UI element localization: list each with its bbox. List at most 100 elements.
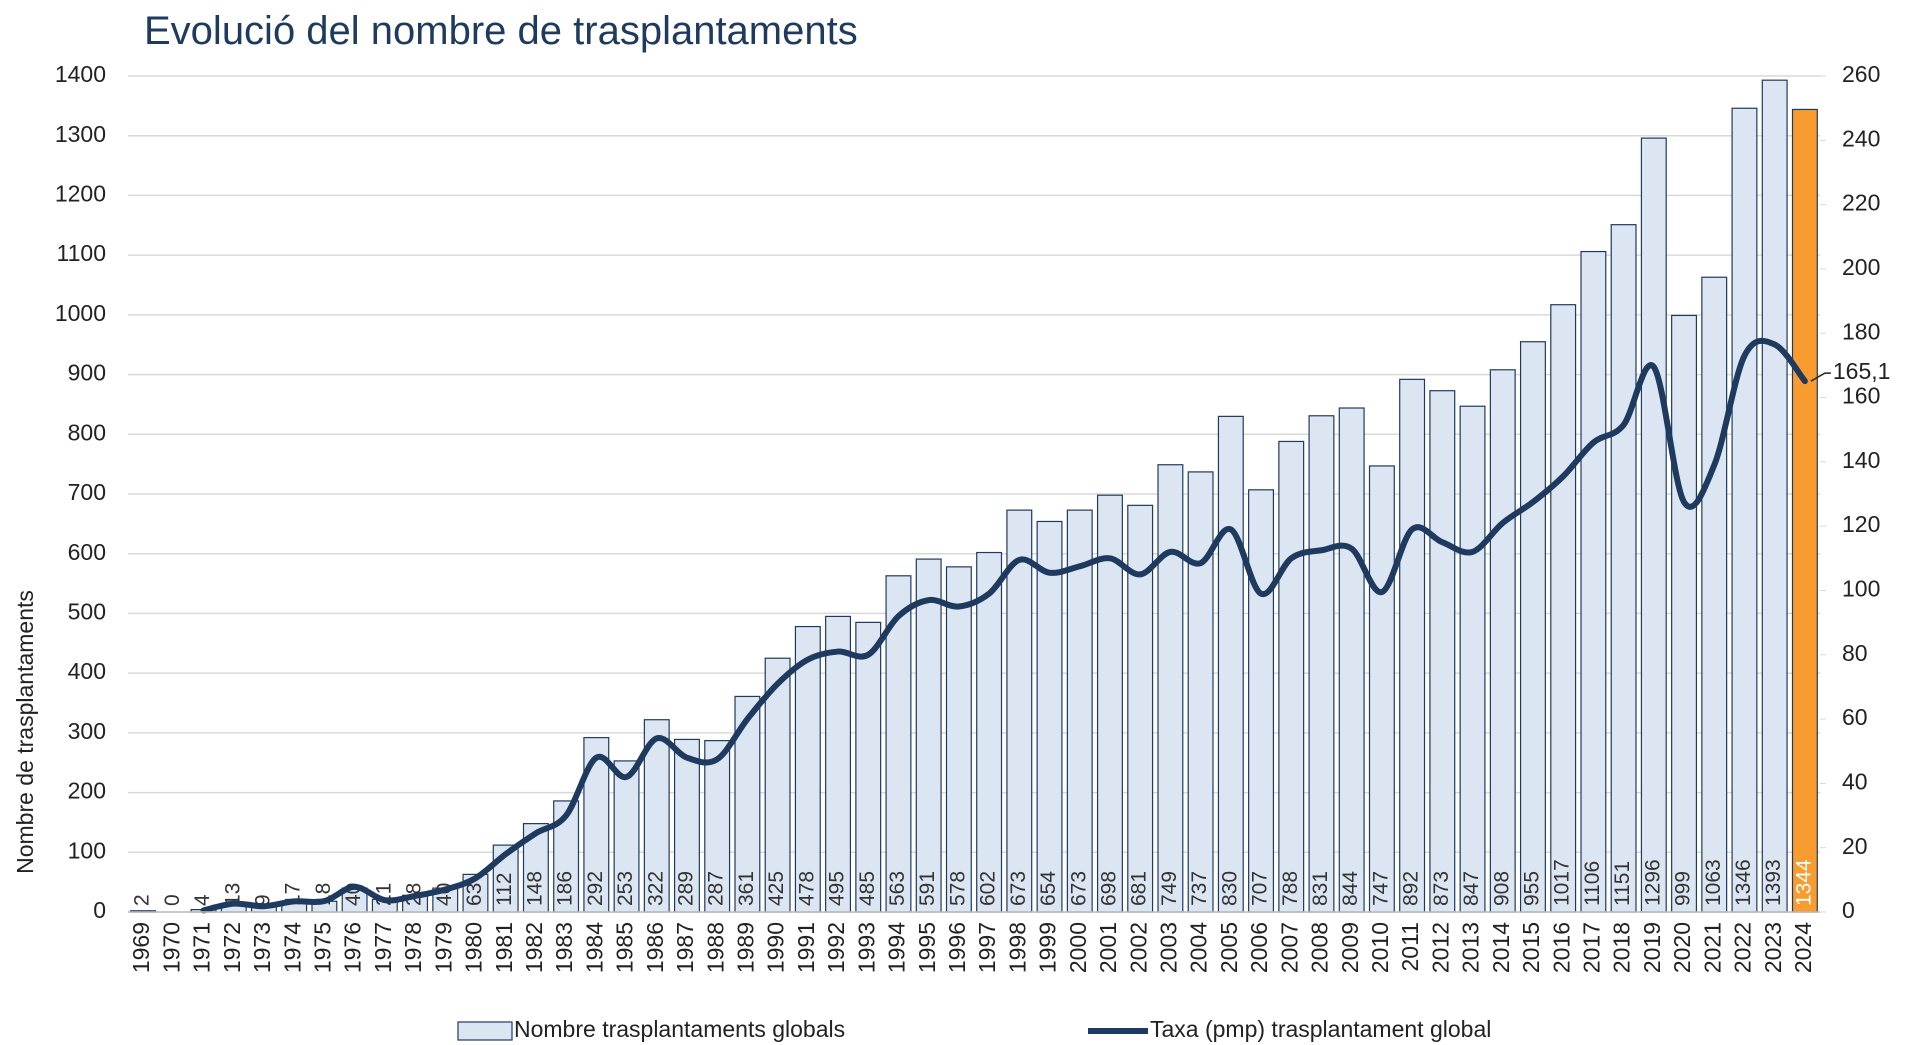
y2-tick-label: 120 <box>1842 511 1880 537</box>
bar <box>1399 378 1426 913</box>
bar-value-label: 1296 <box>1641 859 1664 906</box>
line <box>200 337 1808 914</box>
y-tick-label: 1400 <box>55 61 106 87</box>
bar <box>1459 405 1486 913</box>
bar <box>1580 250 1607 913</box>
bar-value-label: 654 <box>1037 871 1060 906</box>
y-tick-label: 600 <box>68 539 106 565</box>
bar <box>1519 341 1546 913</box>
bar-value-label: 892 <box>1400 871 1423 906</box>
bar-value-label: 9 <box>252 894 275 906</box>
bar <box>1429 390 1456 913</box>
bar-value-label: 999 <box>1672 871 1695 906</box>
bar <box>704 740 731 913</box>
y-tick-label: 500 <box>68 599 106 625</box>
bar-value-label: 361 <box>735 871 758 906</box>
x-tick-label: 1996 <box>944 922 970 973</box>
bar-value-label: 13 <box>221 883 244 906</box>
y2-tick-label: 100 <box>1842 576 1880 602</box>
x-tick-label: 2011 <box>1397 922 1423 971</box>
bar <box>1278 440 1305 913</box>
bar-value-label: 563 <box>886 871 909 906</box>
bar-value-label: 749 <box>1158 871 1181 906</box>
bar-value-label: 873 <box>1430 871 1453 906</box>
x-tick-label: 2007 <box>1276 922 1302 973</box>
x-tick-label: 1969 <box>128 922 154 973</box>
bar-value-label: 4 <box>191 894 214 906</box>
bar-value-label: 478 <box>795 871 818 906</box>
x-tick-label: 2000 <box>1065 922 1091 973</box>
x-tick-label: 1981 <box>491 922 517 973</box>
bar-value-label: 908 <box>1490 871 1513 906</box>
bar-value-label: 830 <box>1218 871 1241 906</box>
legend-swatch <box>457 1021 513 1041</box>
bar <box>673 738 700 913</box>
bar <box>885 575 912 913</box>
x-tick-label: 2019 <box>1639 922 1665 973</box>
x-tick-label: 2002 <box>1125 922 1151 973</box>
bar-value-label: 289 <box>675 871 698 906</box>
bar-value-label: 707 <box>1249 871 1272 906</box>
bar-value-label: 673 <box>1067 871 1090 906</box>
bar <box>1036 520 1063 913</box>
bar <box>1791 108 1818 913</box>
bar <box>1308 415 1335 913</box>
bar-value-label: 2 <box>131 894 154 906</box>
bar-value-label: 287 <box>705 871 728 906</box>
bar-value-label: 253 <box>614 871 637 906</box>
bar-value-label: 112 <box>493 873 516 906</box>
x-tick-label: 1997 <box>974 922 1000 973</box>
x-tick-label: 1988 <box>702 922 728 973</box>
y-tick-label: 900 <box>68 360 106 386</box>
bar-value-label: 63 <box>463 883 486 906</box>
bar <box>794 625 821 913</box>
bar <box>1550 304 1577 913</box>
x-tick-label: 1986 <box>642 922 668 973</box>
bar-value-label: 1393 <box>1762 859 1785 906</box>
x-tick-label: 1984 <box>581 922 607 973</box>
bar <box>1640 137 1667 913</box>
x-tick-label: 2018 <box>1609 922 1635 973</box>
x-tick-label: 2004 <box>1186 922 1212 973</box>
bar-value-label: 0 <box>161 894 184 906</box>
x-tick-label: 1983 <box>551 922 577 973</box>
bar-value-label: 292 <box>584 871 607 906</box>
y2-tick-label: 0 <box>1842 897 1855 923</box>
x-tick-label: 1975 <box>309 922 335 973</box>
bar-value-label: 602 <box>977 871 1000 906</box>
x-tick-label: 1979 <box>430 922 456 973</box>
bar-value-label: 1017 <box>1551 859 1574 906</box>
x-tick-label: 2015 <box>1518 922 1544 973</box>
x-tick-label: 2012 <box>1427 922 1453 973</box>
x-tick-label: 1989 <box>732 922 758 973</box>
x-tick-label: 1991 <box>793 922 819 973</box>
bar-value-label: 1106 <box>1581 861 1604 906</box>
bar-value-label: 788 <box>1279 871 1302 906</box>
bar <box>1338 407 1365 913</box>
bar <box>1489 369 1516 913</box>
bar <box>1157 464 1184 913</box>
y-tick-label: 700 <box>68 479 106 505</box>
y-tick-label: 1100 <box>57 240 106 266</box>
bar-value-label: 831 <box>1309 871 1332 906</box>
bar-value-label: 1063 <box>1702 859 1725 906</box>
chart-title: Evolució del nombre de trasplantaments <box>144 9 858 53</box>
x-tick-label: 1982 <box>521 922 547 973</box>
x-tick-label: 2006 <box>1246 922 1272 973</box>
bar-value-label: 148 <box>523 871 546 906</box>
bar <box>1368 465 1395 913</box>
x-tick-label: 2008 <box>1307 922 1333 973</box>
y-tick-label: 800 <box>68 419 106 445</box>
bar-value-label: 698 <box>1098 871 1121 906</box>
legend-label: Taxa (pmp) trasplantament global <box>1150 1016 1491 1042</box>
y2-tick-label: 140 <box>1842 447 1880 473</box>
bar <box>1701 276 1728 913</box>
bar <box>855 621 882 913</box>
x-tick-label: 2001 <box>1095 922 1121 973</box>
bar-value-label: 673 <box>1007 871 1030 906</box>
x-tick-label: 2009 <box>1337 922 1363 973</box>
bar <box>1248 489 1275 913</box>
y2-tick-label: 260 <box>1842 61 1880 87</box>
x-tick-label: 1993 <box>853 922 879 973</box>
